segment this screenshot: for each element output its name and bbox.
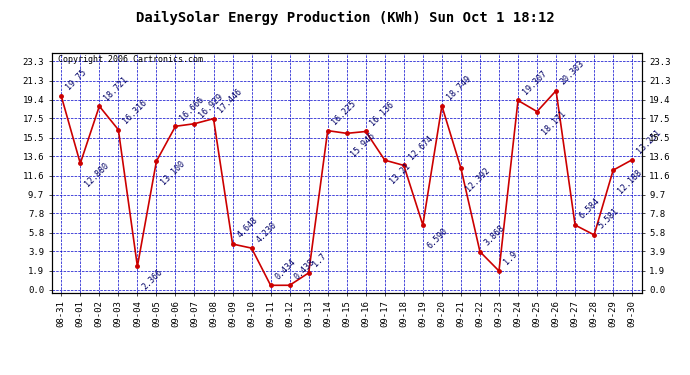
Text: 6.590: 6.590 xyxy=(426,226,450,250)
Text: 12.880: 12.880 xyxy=(83,161,110,188)
Text: 19.75: 19.75 xyxy=(64,68,88,92)
Text: 1.9: 1.9 xyxy=(502,250,519,267)
Text: 18.749: 18.749 xyxy=(444,74,472,102)
Text: 4.230: 4.230 xyxy=(255,220,278,244)
Text: 1.7: 1.7 xyxy=(311,252,328,269)
Text: 13.251: 13.251 xyxy=(635,128,662,156)
Text: 19.307: 19.307 xyxy=(521,69,549,96)
Text: 16.225: 16.225 xyxy=(331,99,358,126)
Text: DailySolar Energy Production (KWh) Sun Oct 1 18:12: DailySolar Energy Production (KWh) Sun O… xyxy=(136,11,554,26)
Text: 16.666: 16.666 xyxy=(178,94,206,122)
Text: 18.721: 18.721 xyxy=(102,74,130,102)
Text: 17.446: 17.446 xyxy=(216,87,244,114)
Text: 3.868: 3.868 xyxy=(483,224,506,248)
Text: 16.316: 16.316 xyxy=(121,98,149,126)
Text: 13.100: 13.100 xyxy=(159,159,187,186)
Text: 13.21: 13.21 xyxy=(388,161,412,185)
Text: 20.303: 20.303 xyxy=(559,59,586,87)
Text: 4.648: 4.648 xyxy=(235,216,259,240)
Text: 12.392: 12.392 xyxy=(464,166,491,193)
Text: 2.366: 2.366 xyxy=(140,267,164,291)
Text: 16.136: 16.136 xyxy=(368,100,396,128)
Text: 18.171: 18.171 xyxy=(540,109,567,136)
Text: 5.581: 5.581 xyxy=(597,207,621,231)
Text: 15.946: 15.946 xyxy=(350,131,377,158)
Text: 12.674: 12.674 xyxy=(406,134,434,161)
Text: 0.434: 0.434 xyxy=(273,257,297,281)
Text: 16.929: 16.929 xyxy=(197,92,225,120)
Text: 0.438: 0.438 xyxy=(293,257,317,281)
Text: Copyright 2006 Cartronics.com: Copyright 2006 Cartronics.com xyxy=(58,55,203,64)
Text: 12.188: 12.188 xyxy=(616,168,644,195)
Text: 6.584: 6.584 xyxy=(578,197,602,221)
